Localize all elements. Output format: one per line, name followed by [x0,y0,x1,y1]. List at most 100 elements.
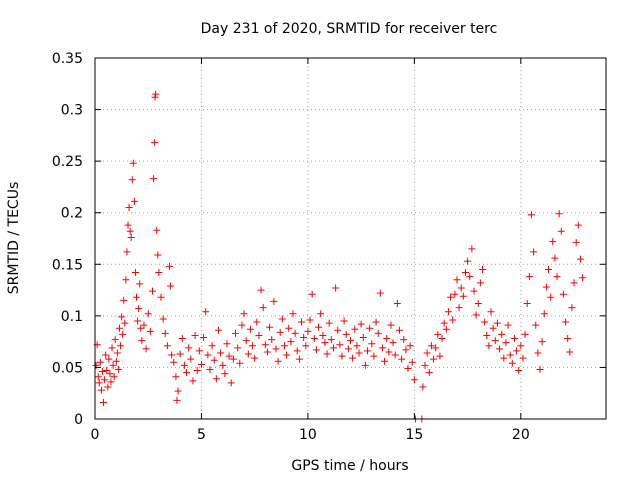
data-point [340,317,348,325]
data-point [315,323,323,331]
data-point [361,361,369,369]
data-point [257,286,265,294]
data-point [210,356,218,364]
data-point [349,354,357,362]
data-point [289,310,297,318]
data-point [385,348,393,356]
data-point [107,378,115,386]
data-point [515,367,523,375]
y-tick-label: 0 [74,412,83,428]
data-point [383,335,391,343]
data-point [168,351,176,359]
data-point [572,239,580,247]
y-tick-label: 0.1 [61,309,83,325]
data-point [557,227,565,235]
data-point [266,323,274,331]
data-point [202,308,210,316]
data-point [204,351,212,359]
axis-ticks: 0 5 10 15 20 0 0.05 0.1 0.15 0.2 0.25 0.3 0.35 [52,51,606,443]
data-point [508,359,516,367]
data-point [180,361,188,369]
data-point [466,273,474,281]
data-point [285,324,293,332]
data-point [440,319,448,327]
data-point [195,347,203,355]
data-point [319,331,327,339]
data-point [106,370,114,378]
data-point [172,373,180,381]
data-point [421,361,429,369]
data-point [244,350,252,358]
data-point [444,308,452,316]
data-point [410,376,418,384]
data-point [114,365,122,373]
data-point [178,335,186,343]
data-point [105,355,113,363]
data-point [276,328,284,336]
data-point [351,325,359,333]
data-point [321,339,329,347]
data-point [246,325,254,333]
data-point [562,318,570,326]
data-point [232,329,240,337]
data-point [404,364,412,372]
data-point [566,348,574,356]
data-point [496,345,504,353]
data-point [485,342,493,350]
data-point [551,254,559,262]
data-point [553,273,561,281]
data-point [251,354,259,362]
data-point [148,287,156,295]
data-point [298,318,306,326]
data-point [568,304,576,312]
data-point [112,357,120,365]
data-point [208,342,216,350]
data-point [538,338,546,346]
data-point [103,367,111,375]
data-point [389,339,397,347]
data-point [126,227,134,235]
data-point [498,330,506,338]
data-point [151,93,159,101]
data-point [545,265,553,273]
data-point [280,342,288,350]
data-point [236,359,244,367]
data-point [474,299,482,307]
data-point [493,319,501,327]
data-point [185,344,193,352]
data-point [136,280,144,288]
data-point [419,383,427,391]
data-point [353,342,361,350]
data-point [130,197,138,205]
data-point [359,334,367,342]
data-point [504,321,512,329]
data-point [432,344,440,352]
data-point [163,342,171,350]
data-point [138,337,146,345]
data-point [549,238,557,246]
data-point [193,367,201,375]
data-point [502,339,510,347]
data-point [555,210,563,218]
data-point [344,345,352,353]
data-point [308,290,316,298]
data-point [234,344,242,352]
data-point [540,310,548,318]
data-point [170,358,178,366]
data-point [378,344,386,352]
data-point [374,329,382,337]
data-point [398,355,406,363]
data-point [173,396,181,404]
x-axis-label: GPS time / hours [291,458,408,474]
data-point [329,344,337,352]
data-point [334,326,342,334]
data-point [436,352,444,360]
data-point [122,276,130,284]
data-point [317,310,325,318]
data-point [128,176,136,184]
data-point [332,284,340,292]
data-point [306,316,314,324]
data-point [96,358,104,366]
data-point [517,342,525,350]
data-point [523,299,531,307]
